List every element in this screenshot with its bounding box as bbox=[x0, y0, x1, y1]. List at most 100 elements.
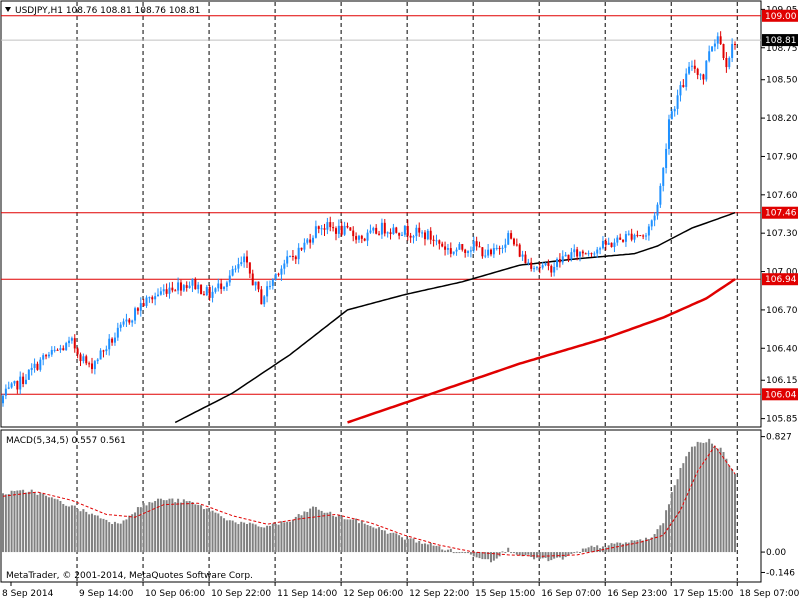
candle-body bbox=[19, 376, 22, 390]
macd-bar bbox=[647, 539, 650, 553]
macd-bar bbox=[246, 524, 248, 553]
candle-body bbox=[271, 279, 274, 286]
candle-body bbox=[200, 284, 203, 295]
macd-bar bbox=[56, 499, 59, 553]
macd-bar bbox=[475, 552, 478, 558]
candle-body bbox=[366, 232, 369, 241]
candle-body bbox=[231, 269, 234, 276]
candle-body bbox=[268, 285, 271, 287]
candle-body bbox=[510, 233, 513, 239]
candle-body bbox=[458, 244, 461, 250]
macd-bar bbox=[65, 505, 68, 553]
macd-bar bbox=[111, 524, 114, 553]
macd-bar bbox=[653, 534, 656, 553]
candle-body bbox=[349, 227, 352, 231]
macd-bar bbox=[70, 505, 73, 553]
triangle-down-icon[interactable] bbox=[5, 7, 11, 12]
candle-body bbox=[421, 232, 424, 234]
candle-body bbox=[613, 242, 616, 247]
candle-body bbox=[647, 226, 650, 236]
macd-bar bbox=[613, 543, 616, 553]
macd-bar bbox=[490, 552, 492, 563]
candle-body bbox=[165, 289, 168, 294]
candle-body bbox=[553, 266, 556, 273]
macd-bar bbox=[492, 552, 495, 561]
macd-bar bbox=[159, 498, 162, 553]
candle-body bbox=[131, 320, 134, 323]
candle-body bbox=[524, 254, 527, 264]
candle-body bbox=[185, 285, 188, 288]
macd-bar bbox=[134, 512, 137, 553]
macd-bar bbox=[403, 539, 406, 553]
candle-body bbox=[320, 228, 323, 230]
candle-body bbox=[705, 60, 708, 80]
candle-body bbox=[435, 240, 438, 242]
moving-averages bbox=[174, 211, 736, 424]
candle-body bbox=[197, 284, 200, 290]
macd-bar bbox=[398, 535, 401, 553]
candle-body bbox=[47, 354, 50, 357]
macd-bar bbox=[217, 513, 220, 553]
macd-bar bbox=[108, 522, 111, 553]
candle-body bbox=[530, 262, 533, 269]
candle-body bbox=[584, 253, 587, 255]
macd-bar bbox=[590, 545, 593, 553]
macd-bar bbox=[392, 532, 395, 553]
candle-body bbox=[202, 294, 205, 296]
macd-bar bbox=[693, 446, 696, 553]
macd-bar bbox=[19, 490, 22, 553]
price-tick-label: 108.75 bbox=[766, 44, 798, 54]
candle-body bbox=[85, 356, 88, 364]
macd-bar bbox=[716, 448, 719, 553]
candle-body bbox=[16, 380, 19, 390]
candle-body bbox=[616, 237, 619, 243]
macd-bar bbox=[538, 552, 541, 559]
price-tick-label: 107.00 bbox=[766, 268, 798, 278]
macd-bar bbox=[573, 552, 576, 554]
macd-bar bbox=[202, 509, 205, 553]
candle-body bbox=[429, 230, 432, 240]
candle-body bbox=[220, 283, 223, 290]
macd-bar bbox=[581, 548, 584, 553]
macd-bar bbox=[441, 549, 444, 553]
candle-body bbox=[547, 263, 550, 266]
candle-body bbox=[323, 228, 326, 230]
candle-body bbox=[452, 251, 455, 254]
candle-body bbox=[696, 68, 699, 75]
candle-body bbox=[423, 232, 426, 240]
candle-body bbox=[314, 226, 317, 238]
macd-bar bbox=[303, 511, 306, 553]
candle-body bbox=[619, 237, 622, 240]
macd-bar bbox=[62, 503, 65, 553]
candle-body bbox=[30, 367, 33, 370]
macd-bar bbox=[33, 492, 36, 553]
macd-bar bbox=[277, 524, 280, 553]
candle-body bbox=[289, 255, 292, 257]
macd-bar bbox=[228, 520, 231, 553]
candle-body bbox=[426, 230, 429, 240]
candle-body bbox=[622, 239, 625, 242]
macd-bar bbox=[68, 506, 71, 553]
macd-bar bbox=[406, 538, 409, 553]
candle-body bbox=[392, 227, 395, 235]
macd-bar bbox=[547, 552, 550, 562]
macd-bar bbox=[53, 498, 56, 553]
macd-bar bbox=[194, 504, 197, 553]
macd-bar bbox=[346, 519, 349, 553]
candle-body bbox=[650, 220, 653, 227]
macd-bar bbox=[521, 552, 524, 557]
candle-body bbox=[36, 363, 39, 370]
candle-body bbox=[401, 234, 404, 236]
candle-body bbox=[68, 340, 71, 344]
candle-body bbox=[309, 239, 312, 243]
candle-body bbox=[113, 337, 116, 343]
macd-bar bbox=[360, 520, 363, 553]
candle-body bbox=[403, 225, 406, 235]
macd-bar bbox=[423, 543, 426, 553]
candle-body bbox=[27, 369, 30, 380]
candle-body bbox=[446, 248, 449, 250]
macd-bar bbox=[2, 493, 4, 553]
macd-bar bbox=[211, 510, 214, 553]
candle-body bbox=[53, 349, 56, 351]
